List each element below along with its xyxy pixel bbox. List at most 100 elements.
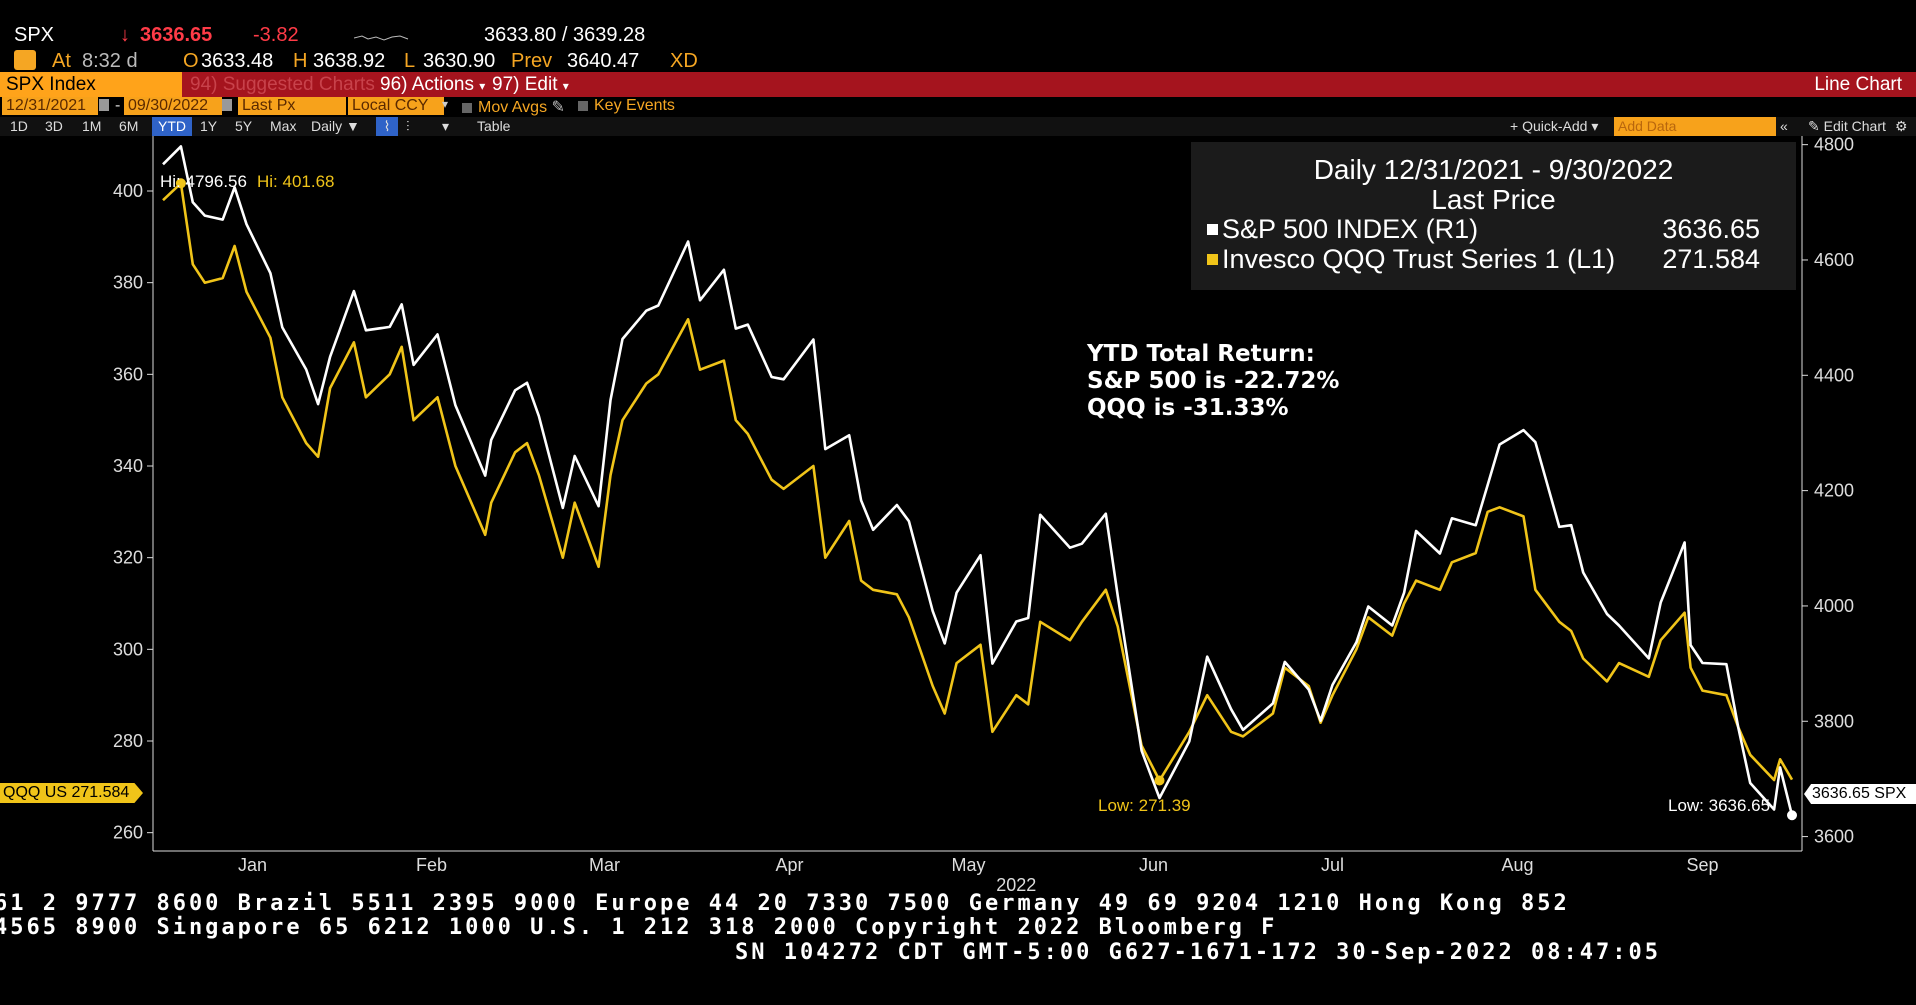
legend: Daily 12/31/2021 - 9/30/2022 Last Price … <box>1191 142 1796 290</box>
chart-type-label: Line Chart <box>1814 74 1902 95</box>
chevron-down-icon[interactable]: ▾ <box>442 118 450 134</box>
range-6m[interactable]: 6M <box>119 118 139 134</box>
chevron-down-icon: ▾ <box>562 79 569 93</box>
settings-row: 12/31/2021 - 09/30/2022 Last Px Local CC… <box>0 97 1916 117</box>
legend-label-spx: S&P 500 INDEX (R1) <box>1222 214 1479 244</box>
left-tick-label: 320 <box>113 548 143 568</box>
at-label: At <box>52 50 71 72</box>
low-value: 3630.90 <box>423 50 496 72</box>
x-tick-label: Jan <box>238 855 267 875</box>
spx-series-line <box>162 145 1794 816</box>
ytd-return-annotation: YTD Total Return: S&P 500 is -22.72% QQQ… <box>1087 341 1339 422</box>
quick-add-button[interactable]: + Quick-Add ▾ <box>1510 118 1599 134</box>
x-tick-label: Jul <box>1321 855 1344 875</box>
low-spx-label: Low: 3636.65 <box>1668 796 1771 815</box>
left-tick-label: 360 <box>113 364 143 384</box>
quote-time: 8:32 d <box>82 50 138 72</box>
annotation-qqq: QQQ is -31.33% <box>1087 395 1289 421</box>
line-chart: 260 280 300 320 340 360 380 400 3600 3800 4000 420… <box>113 135 1854 895</box>
date-separator: - <box>115 97 121 114</box>
bar-chart-icon[interactable]: ⫶ <box>406 118 410 134</box>
footer-line-2: 4565 8900 Singapore 65 6212 1000 U.S. 1 … <box>0 915 1278 940</box>
net-change: -3.82 <box>253 24 299 46</box>
actions-menu[interactable]: 96) Actions ▾ <box>380 72 485 97</box>
spx-last-tag: 3636.65 SPX <box>1804 784 1916 804</box>
edit-label: 97) Edit <box>492 74 558 95</box>
right-tick-label: 3600 <box>1814 827 1854 847</box>
x-tick-label: Feb <box>416 855 447 875</box>
footer-line-3: SN 104272 CDT GMT-5:00 G627-1671-172 30-… <box>735 940 1661 965</box>
chevron-down-icon: ▾ <box>479 79 486 93</box>
left-tick-label: 380 <box>113 273 143 293</box>
edit-chart-button[interactable]: ✎ Edit Chart <box>1808 118 1886 134</box>
menu-bar: SPX Index 94) Suggested Charts 96) Actio… <box>0 72 1916 97</box>
legend-value-qqq: 271.584 <box>1662 244 1760 274</box>
mov-avgs-toggle[interactable]: Mov Avgs ✎ <box>462 97 565 117</box>
currency-selector[interactable]: Local CCY <box>348 97 444 115</box>
xd-flag: XD <box>670 50 698 72</box>
high-value: 3638.92 <box>313 50 386 72</box>
left-tick-label: 300 <box>113 639 143 659</box>
low-qqq-label: Low: 271.39 <box>1098 796 1191 815</box>
calendar-icon[interactable] <box>222 99 232 111</box>
security-field[interactable]: SPX Index <box>0 72 182 97</box>
add-data-input[interactable]: Add Data <box>1614 117 1776 136</box>
calendar-icon[interactable] <box>99 99 109 111</box>
hi-qqq-label: Hi: 401.68 <box>257 172 335 191</box>
legend-label-qqq: Invesco QQQ Trust Series 1 (L1) <box>1222 244 1616 274</box>
x-tick-label: Apr <box>776 855 804 875</box>
right-tick-label: 4400 <box>1814 365 1854 385</box>
quick-add-label: Quick-Add <box>1522 118 1588 134</box>
gear-icon[interactable]: ⚙ <box>1895 118 1908 134</box>
qqq-low-marker <box>1154 775 1165 786</box>
left-tick-label: 340 <box>113 456 143 476</box>
pencil-icon: ✎ <box>551 99 565 116</box>
prev-value: 3640.47 <box>567 50 640 72</box>
range-1m[interactable]: 1M <box>82 118 102 134</box>
checkbox-icon <box>578 100 588 111</box>
annotation-title: YTD Total Return: <box>1087 341 1315 367</box>
bid-ask: 3633.80 / 3639.28 <box>484 24 646 46</box>
range-3d[interactable]: 3D <box>45 118 63 134</box>
ticker: SPX <box>14 24 55 46</box>
annotation-spx: S&P 500 is -22.72% <box>1087 368 1340 394</box>
right-tick-label: 4600 <box>1814 250 1854 270</box>
range-5y[interactable]: 5Y <box>235 118 253 134</box>
chevron-down-icon[interactable]: ▾ <box>442 97 449 111</box>
legend-swatch-qqq <box>1207 254 1218 265</box>
right-tick-label: 3800 <box>1814 711 1854 731</box>
left-tick-label: 400 <box>113 181 143 201</box>
start-date-field[interactable]: 12/31/2021 <box>2 97 98 115</box>
frequency-selector[interactable]: Daily ▼ <box>311 118 360 134</box>
qqq-high-marker <box>175 178 186 189</box>
legend-field: Last Price <box>1431 184 1556 215</box>
hi-spx-label: Hi: 4796.56 <box>160 172 247 191</box>
end-date-field[interactable]: 09/30/2022 <box>124 97 222 115</box>
right-tick-label: 4800 <box>1814 135 1854 155</box>
line-chart-icon[interactable]: ⌇ <box>376 117 398 136</box>
table-button[interactable]: Table <box>477 118 511 134</box>
mov-avgs-label: Mov Avgs <box>478 99 548 116</box>
alert-icon[interactable] <box>14 50 36 70</box>
legend-period: Daily 12/31/2021 - 9/30/2022 <box>1313 154 1674 185</box>
low-label: L <box>404 50 416 72</box>
field-selector[interactable]: Last Px <box>238 97 346 115</box>
range-1d[interactable]: 1D <box>10 118 28 134</box>
edit-chart-label: Edit Chart <box>1823 118 1886 134</box>
range-max[interactable]: Max <box>270 118 297 134</box>
toolbar: 1D 3D 1M 6M YTD 1Y 5Y Max Daily ▼ ⌇ ⫶ ▾ … <box>0 117 1916 136</box>
sparkline-icon <box>354 35 409 41</box>
edit-menu[interactable]: 97) Edit ▾ <box>492 72 569 97</box>
footer-line-1: 61 2 9777 8600 Brazil 5511 2395 9000 Eur… <box>0 891 1570 916</box>
key-events-toggle[interactable]: Key Events <box>578 97 675 115</box>
range-1y[interactable]: 1Y <box>200 118 218 134</box>
collapse-icon[interactable]: « <box>1780 118 1788 134</box>
right-tick-label: 4200 <box>1814 481 1854 501</box>
range-ytd[interactable]: YTD <box>152 117 192 136</box>
x-tick-label: Sep <box>1686 855 1718 875</box>
x-tick-label: Jun <box>1139 855 1168 875</box>
suggested-charts-button[interactable]: 94) Suggested Charts <box>190 74 375 95</box>
checkbox-icon <box>462 102 472 113</box>
x-tick-label: Mar <box>589 855 620 875</box>
left-tick-label: 280 <box>113 731 143 751</box>
